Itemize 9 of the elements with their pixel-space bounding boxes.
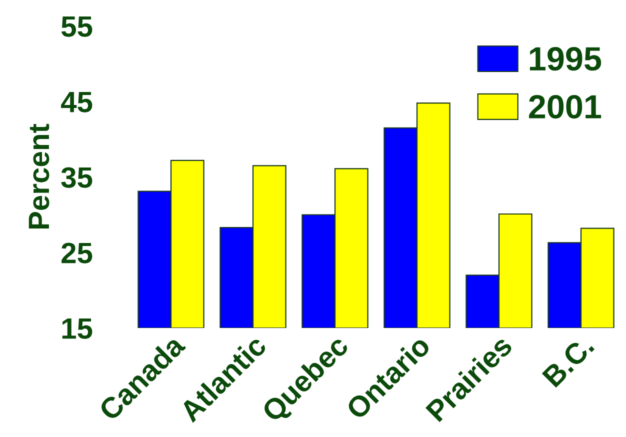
legend-label: 1995 — [530, 47, 602, 71]
y-tick-label: 25 — [62, 242, 92, 264]
y-tick-label: 55 — [61, 16, 92, 37]
y-tick-label: 35 — [61, 167, 92, 188]
y-axis-title: Percent — [28, 124, 50, 229]
x-tick-label: B.C. — [542, 334, 595, 388]
y-tick-label: 45 — [61, 92, 92, 112]
y-tick-label: 15 — [62, 318, 92, 339]
legend-label: 2001 — [529, 94, 602, 119]
